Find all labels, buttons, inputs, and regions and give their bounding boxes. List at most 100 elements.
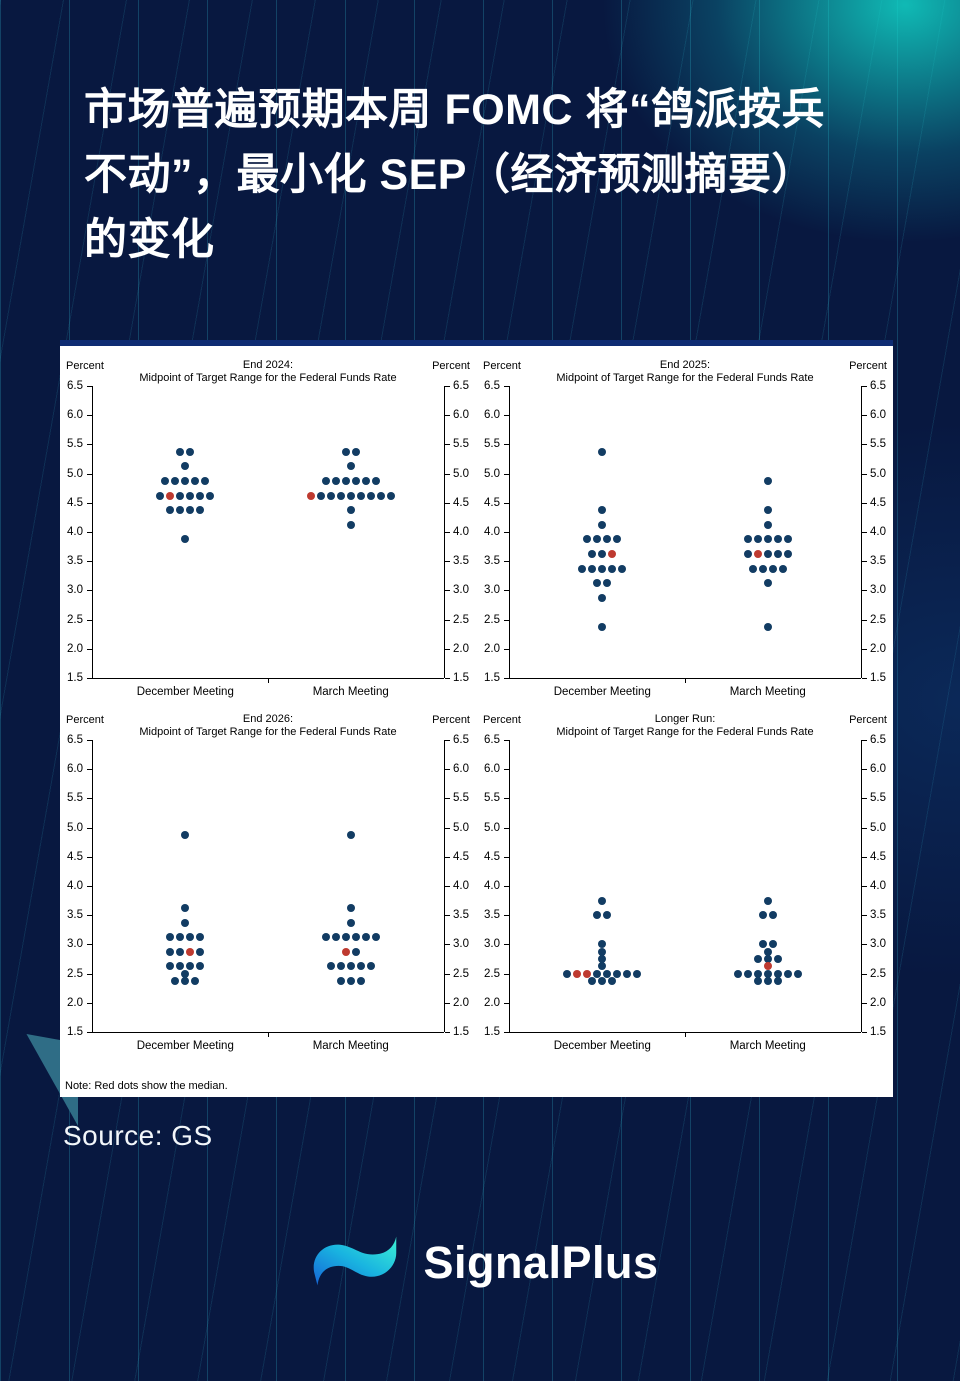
y-tick-label-left: 4.0 (484, 526, 500, 538)
projection-dot (623, 969, 632, 978)
y-tick-label-right: 1.5 (453, 1026, 469, 1038)
projection-dot (191, 976, 200, 985)
y-tick-left (87, 886, 92, 887)
y-tick-right (862, 740, 867, 741)
y-tick-right (445, 386, 450, 387)
y-tick-left (87, 827, 92, 829)
title-accent-bar-top (57, 67, 875, 76)
projection-dot (156, 491, 165, 500)
y-tick-right (445, 973, 450, 975)
y-axis-right (861, 386, 862, 678)
projection-dot (783, 969, 792, 978)
y-tick-left (504, 944, 509, 946)
projection-dot (376, 491, 385, 500)
y-tick-label-right: 3.0 (453, 938, 469, 951)
projection-dot (773, 535, 782, 544)
projection-dot (346, 830, 355, 839)
y-tick-right (445, 1002, 450, 1004)
y-tick-right (445, 502, 450, 504)
projection-dot (733, 969, 742, 978)
y-tick-left (504, 415, 509, 417)
panel-title: End 2026: (242, 713, 294, 725)
y-tick-label-right: 5.5 (870, 438, 886, 451)
projection-dot (598, 564, 607, 573)
projection-dot (763, 896, 772, 905)
y-tick-label-right: 2.5 (870, 967, 886, 980)
y-tick-label-left: 1.5 (67, 1026, 83, 1038)
y-tick-label-right: 3.5 (453, 555, 469, 568)
x-axis (509, 678, 861, 679)
projection-dot (366, 962, 375, 971)
y-tick-right (862, 944, 867, 946)
y-tick-right (862, 827, 867, 829)
y-tick-label-right: 6.0 (870, 409, 886, 422)
projection-dot (196, 947, 205, 956)
y-tick-label-left: 4.0 (67, 880, 83, 892)
projection-dot (633, 969, 642, 978)
projection-dot (773, 969, 782, 978)
projection-dot (326, 491, 335, 500)
y-tick-label-left: 2.0 (67, 996, 83, 1009)
projection-dot (181, 535, 190, 544)
y-tick-left (504, 619, 509, 621)
x-axis (92, 1032, 444, 1033)
projection-dot (763, 549, 772, 558)
median-dot (306, 491, 315, 500)
y-tick-label-left: 4.5 (67, 496, 83, 509)
y-tick-right (862, 1032, 867, 1033)
projection-dot (336, 976, 345, 985)
y-tick-left (87, 561, 92, 563)
median-dot (573, 969, 582, 978)
y-tick-label-left: 1.5 (484, 1026, 500, 1038)
projection-dot (201, 476, 210, 485)
y-tick-left (504, 590, 509, 592)
dot-plot-grid: Percent Percent End 2024: Midpoint of Targe… (60, 346, 893, 1097)
y-tick-label-left: 6.5 (67, 734, 83, 746)
y-tick-right (445, 886, 450, 887)
projection-dot (763, 976, 772, 985)
y-tick-label-left: 3.5 (484, 909, 500, 922)
projection-dot (768, 911, 777, 920)
y-tick-label-left: 1.5 (67, 672, 83, 684)
column-label: March Meeting (729, 686, 806, 698)
y-tick-label-left: 3.0 (484, 938, 500, 951)
projection-dot (386, 491, 395, 500)
column-label: December Meeting (136, 1040, 234, 1052)
projection-dot (171, 476, 180, 485)
panel-title: Longer Run: (654, 713, 716, 725)
projection-dot (336, 491, 345, 500)
y-tick-left (87, 798, 92, 800)
y-tick-label-right: 6.0 (870, 763, 886, 776)
page-title: 市场普遍预期本周 FOMC 将“鸽派按兵 不动”，最小化 SEP（经济预测摘要）… (84, 78, 894, 273)
projection-dot (603, 969, 612, 978)
projection-dot (743, 969, 752, 978)
column-label: December Meeting (553, 686, 651, 698)
chart-note: Note: Red dots show the median. (65, 1080, 228, 1092)
projection-dot (186, 506, 195, 515)
y-tick-left (87, 444, 92, 446)
projection-dot (356, 491, 365, 500)
y-tick-label-right: 2.0 (870, 996, 886, 1009)
y-tick-label-left: 6.0 (67, 409, 83, 422)
y-tick-right (445, 1032, 450, 1033)
projection-dot (166, 933, 175, 942)
projection-dot (768, 940, 777, 949)
x-axis-center-tick (685, 679, 686, 683)
projection-dot (608, 976, 617, 985)
y-tick-label-right: 2.5 (453, 613, 469, 626)
projection-dot (366, 491, 375, 500)
y-tick-left (504, 532, 509, 533)
y-tick-left (87, 973, 92, 975)
y-tick-label-left: 2.0 (484, 996, 500, 1009)
panel-subtitle: Midpoint of Target Range for the Federal… (139, 726, 397, 738)
y-tick-label-left: 3.5 (67, 909, 83, 922)
page-title-line-3: 的变化 (84, 216, 215, 264)
projection-dot (593, 579, 602, 588)
y-tick-left (87, 678, 92, 679)
projection-dot (346, 976, 355, 985)
projection-dot (583, 535, 592, 544)
y-tick-label-left: 4.0 (67, 526, 83, 538)
title-accent-bar-left (57, 67, 66, 294)
x-axis-center-tick (268, 679, 269, 683)
